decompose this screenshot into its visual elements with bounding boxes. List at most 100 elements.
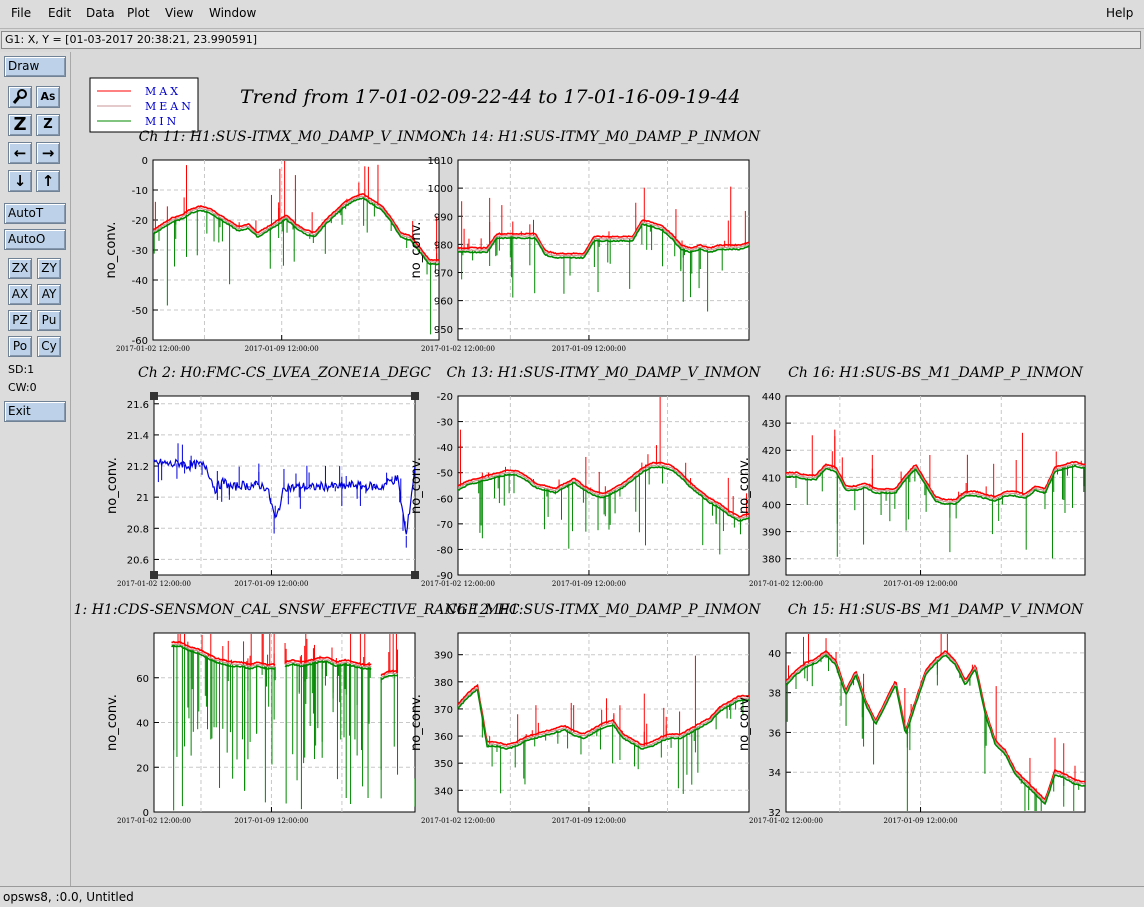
arrow-left-icon[interactable]: ← — [8, 142, 32, 164]
series-mean — [153, 195, 439, 263]
cy-button[interactable]: Cy — [37, 336, 61, 357]
ax-button[interactable]: AX — [8, 284, 32, 305]
menu-edit[interactable]: Edit — [48, 6, 72, 20]
plot-canvas[interactable]: MAX MEAN MIN Trend from 17-01-02-09-22-4… — [49, 54, 1128, 868]
menu-data[interactable]: Data — [86, 6, 115, 20]
x-tick-label: 2017-01-02 12:00:00 — [749, 817, 823, 825]
y-tick-label: 380 — [762, 555, 781, 566]
y-tick-label: -20 — [437, 392, 453, 403]
pz-button[interactable]: PZ — [8, 310, 32, 331]
y-axis-label: no_conv. — [409, 694, 424, 751]
y-axis-label: no_conv. — [105, 694, 120, 751]
y-tick-label: 360 — [434, 732, 453, 743]
x-tick-label: 2017-01-09 12:00:00 — [234, 817, 308, 825]
series-group — [786, 429, 1085, 559]
y-tick-label: 20.6 — [127, 555, 149, 566]
po-button[interactable]: Po — [8, 336, 32, 357]
y-tick-label: -60 — [437, 494, 453, 505]
y-tick-label: 960 — [434, 297, 453, 308]
autoo-button[interactable]: AutoO — [4, 229, 66, 250]
y-tick-label: 390 — [434, 651, 453, 662]
plot-area[interactable] — [153, 395, 416, 576]
legend-min: MIN — [145, 115, 179, 128]
y-tick-label: 370 — [434, 705, 453, 716]
selection-handle[interactable] — [411, 571, 419, 579]
menu-view[interactable]: View — [165, 6, 194, 20]
y-tick-label: 21 — [136, 493, 149, 504]
chart-6[interactable]: Ch 1: H1:CDS-SENSMON_CAL_SNSW_EFFECTIVE_… — [49, 602, 520, 825]
y-tick-label: 40 — [136, 719, 149, 730]
selection-handle[interactable] — [150, 571, 158, 579]
y-tick-label: 21.6 — [127, 400, 149, 411]
selection-handle[interactable] — [150, 392, 158, 400]
menu-bar: File Edit Data Plot View Window Help — [0, 0, 1144, 29]
chart-title: Ch 11: H1:SUS-ITMX_M0_DAMP_V_INMON — [139, 129, 454, 145]
series-min — [786, 654, 1085, 806]
y-tick-label: 1010 — [428, 156, 453, 167]
plot-area[interactable] — [457, 159, 750, 341]
status-bar: opsws8, :0.0, Untitled — [0, 886, 1144, 907]
ay-button[interactable]: AY — [37, 284, 61, 305]
y-tick-label: -30 — [132, 246, 148, 257]
plot-area[interactable] — [457, 395, 750, 576]
magnify-icon[interactable] — [8, 86, 32, 108]
chart-5[interactable]: Ch 16: H1:SUS-BS_M1_DAMP_P_INMON 380 390 40… — [737, 365, 1086, 588]
y-tick-label: 1000 — [428, 184, 453, 195]
menu-file[interactable]: File — [11, 6, 32, 20]
chart-4[interactable]: Ch 13: H1:SUS-ITMY_M0_DAMP_V_INMON -20 -30… — [409, 365, 761, 588]
draw-button[interactable]: Draw — [4, 56, 66, 77]
series-mean — [458, 221, 749, 257]
series-max — [786, 460, 1085, 502]
series-mean — [458, 687, 749, 748]
y-tick-label: -90 — [437, 571, 453, 582]
chart-3[interactable]: Ch 2: H0:FMC-CS_LVEA_ZONE1A_DEGC 20.6 20.8… — [105, 365, 431, 588]
series-group — [458, 655, 749, 794]
y-tick-label: 60 — [136, 674, 149, 685]
text-tool-icon[interactable]: AS — [36, 86, 60, 108]
x-tick-label: 2017-01-02 12:00:00 — [421, 345, 495, 353]
legend-max: MAX — [145, 85, 181, 98]
y-tick-label: 38 — [768, 689, 781, 700]
chart-2[interactable]: Ch 14: H1:SUS-ITMY_M0_DAMP_P_INMON 950 960… — [409, 129, 761, 353]
y-tick-label: 430 — [762, 419, 781, 430]
y-tick-label: -60 — [132, 336, 148, 347]
plots-svg[interactable]: MAX MEAN MIN Trend from 17-01-02-09-22-4… — [49, 54, 1128, 868]
legend: MAX MEAN MIN — [89, 77, 199, 133]
series-group — [458, 186, 749, 312]
y-tick-label: 20.8 — [127, 524, 149, 535]
chart-8[interactable]: Ch 15: H1:SUS-BS_M1_DAMP_V_INMON 32 34 36 38… — [737, 602, 1086, 825]
selection-handle[interactable] — [411, 392, 419, 400]
x-tick-label: 2017-01-09 12:00:00 — [234, 580, 308, 588]
y-tick-label: -10 — [132, 186, 148, 197]
arrow-up-icon[interactable]: ↑ — [36, 170, 60, 192]
menu-help[interactable]: Help — [1106, 6, 1134, 20]
chart-1[interactable]: Ch 11: H1:SUS-ITMX_M0_DAMP_V_INMON 0 -10 -2… — [104, 129, 454, 353]
pu-button[interactable]: Pu — [37, 310, 61, 331]
menu-window[interactable]: Window — [209, 6, 257, 20]
y-tick-label: 380 — [434, 678, 453, 689]
zx-button[interactable]: ZX — [8, 258, 32, 279]
chart-7[interactable]: Ch 12: H1:SUS-ITMX_M0_DAMP_P_INMON 340 350… — [409, 602, 761, 825]
exit-button[interactable]: Exit — [4, 401, 66, 422]
menu-plot[interactable]: Plot — [127, 6, 150, 20]
coordinate-readout: G1: X, Y = [01-03-2017 20:38:21, 23.9905… — [1, 31, 1141, 49]
y-tick-label: -20 — [132, 216, 148, 227]
series-max — [458, 461, 749, 518]
plot-area[interactable] — [785, 395, 1086, 576]
zoom-in-icon[interactable]: Z — [8, 114, 32, 136]
chart-title: Ch 14: H1:SUS-ITMY_M0_DAMP_P_INMON — [447, 129, 761, 145]
zoom-out-icon[interactable]: Z — [36, 114, 60, 136]
arrow-right-icon[interactable]: → — [36, 142, 60, 164]
y-tick-label: 970 — [434, 269, 453, 280]
chart-title: Ch 15: H1:SUS-BS_M1_DAMP_V_INMON — [788, 602, 1084, 618]
arrow-down-icon[interactable]: ↓ — [8, 170, 32, 192]
sd-readout: SD:1 — [8, 363, 35, 376]
y-tick-label: 21.4 — [127, 431, 149, 442]
autot-button[interactable]: AutoT — [4, 203, 66, 224]
series-mean — [786, 463, 1085, 503]
x-tick-label: 2017-01-09 12:00:00 — [884, 817, 958, 825]
y-tick-label: 34 — [768, 768, 781, 779]
zy-button[interactable]: ZY — [37, 258, 61, 279]
y-axis-label: no_conv. — [105, 457, 120, 514]
y-axis-label: no_conv. — [409, 457, 424, 514]
